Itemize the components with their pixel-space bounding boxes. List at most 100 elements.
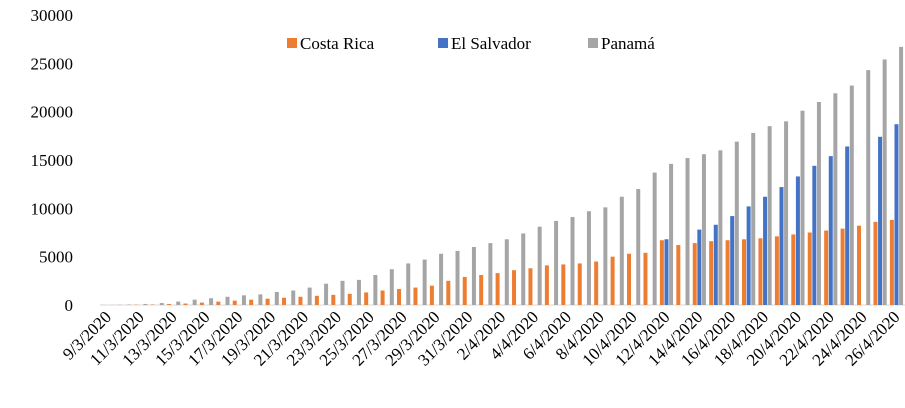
bar	[183, 303, 188, 305]
bar	[849, 85, 854, 305]
bar	[840, 228, 845, 305]
bar	[697, 229, 702, 305]
y-tick-label: 20000	[31, 103, 74, 122]
bar	[713, 224, 718, 305]
bar	[512, 270, 517, 305]
legend-label: Panamá	[601, 34, 655, 53]
bar	[324, 283, 329, 305]
bar	[873, 221, 878, 305]
bar	[586, 211, 591, 305]
bar	[800, 110, 805, 305]
bar	[340, 280, 345, 305]
bar	[364, 292, 369, 305]
bar	[397, 289, 402, 305]
bar	[816, 102, 821, 305]
bar	[167, 304, 172, 305]
bar	[742, 239, 747, 305]
bar	[894, 124, 899, 305]
legend-swatch	[438, 38, 448, 48]
bar	[495, 273, 500, 305]
bar	[380, 290, 385, 305]
bar	[701, 154, 706, 305]
bar	[784, 121, 789, 305]
bar	[685, 158, 690, 305]
bar	[725, 240, 730, 305]
bar	[758, 238, 763, 305]
bar	[692, 243, 697, 305]
bar	[258, 294, 263, 305]
bar	[331, 294, 336, 305]
bar	[627, 253, 632, 305]
legend-swatch	[588, 38, 598, 48]
bar	[619, 196, 624, 305]
bar	[866, 70, 871, 305]
bar	[718, 150, 723, 305]
y-tick-label: 25000	[31, 54, 74, 73]
bar	[199, 302, 204, 305]
y-tick-label: 10000	[31, 199, 74, 218]
bar	[356, 279, 361, 305]
bar	[659, 240, 664, 305]
bar	[594, 261, 599, 305]
bar	[429, 285, 434, 305]
bar	[265, 298, 270, 305]
bar	[899, 46, 904, 306]
bar	[833, 93, 838, 305]
bar	[779, 187, 784, 305]
bar	[307, 287, 312, 305]
legend-swatch	[287, 38, 297, 48]
y-tick-label: 5000	[39, 248, 73, 267]
bar	[636, 189, 641, 305]
bar	[455, 250, 460, 305]
bar	[282, 297, 287, 305]
bar	[159, 303, 164, 305]
bar	[274, 291, 279, 305]
bar	[730, 216, 735, 305]
bar	[882, 59, 887, 305]
bar	[488, 243, 493, 305]
legend-label: El Salvador	[451, 34, 531, 53]
bar	[373, 275, 378, 305]
legend-label: Costa Rica	[300, 34, 375, 53]
bar	[554, 220, 559, 305]
bar	[389, 269, 394, 305]
bar	[446, 280, 451, 305]
bar	[664, 239, 669, 305]
bar	[462, 276, 467, 305]
bar	[763, 196, 768, 305]
bar	[845, 146, 850, 305]
bar	[298, 296, 303, 305]
bar	[577, 263, 582, 305]
bar	[314, 295, 319, 305]
bar	[347, 293, 352, 305]
bar	[824, 230, 829, 305]
bar	[643, 252, 648, 305]
bar	[225, 296, 230, 305]
bar	[652, 172, 657, 305]
bar	[413, 287, 418, 305]
bar	[603, 207, 608, 305]
bar	[857, 225, 862, 305]
bar	[676, 245, 681, 305]
bar	[767, 126, 772, 306]
bar	[889, 219, 894, 305]
bar	[774, 236, 779, 305]
bar	[812, 165, 817, 305]
bar	[807, 232, 812, 305]
bar	[143, 303, 148, 305]
bar	[746, 206, 751, 305]
bar	[439, 253, 444, 305]
y-tick-label: 0	[65, 296, 74, 315]
bar	[669, 163, 674, 305]
bar	[406, 263, 411, 305]
bar	[561, 264, 566, 305]
bar	[241, 295, 246, 305]
bar	[209, 298, 214, 305]
bar	[878, 136, 883, 305]
bar	[709, 241, 714, 305]
bar	[504, 239, 509, 305]
y-tick-label: 30000	[31, 6, 74, 25]
y-tick-label: 15000	[31, 151, 74, 170]
